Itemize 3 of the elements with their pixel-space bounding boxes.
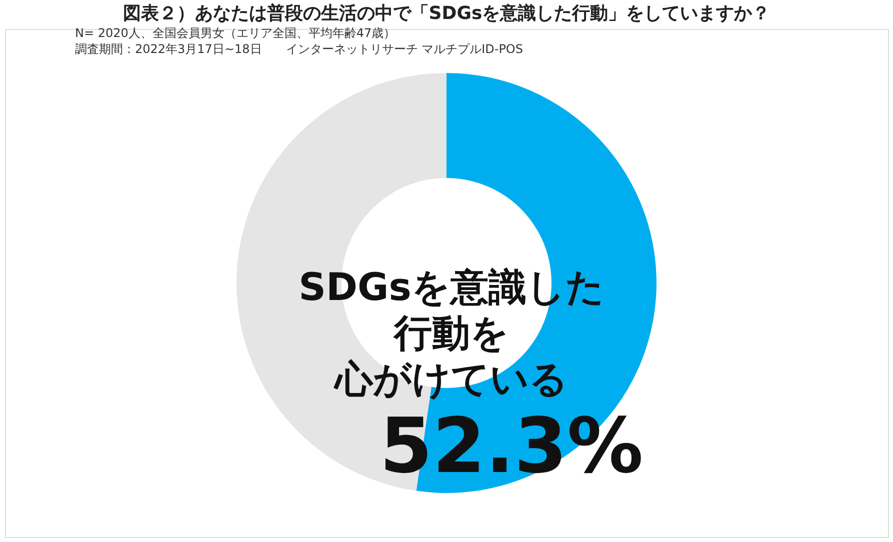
text: N= 2020人、全国会員男女（エリア全国、平均年齢47歳）	[75, 26, 396, 40]
chart-title: 図表２）あなたは普段の生活の中で「SDGsを意識した行動」をしていますか？	[122, 3, 770, 24]
text: 調査期間：2022年3月17日~18日 インターネットリサーチ マルチプルID-POS	[75, 42, 523, 56]
